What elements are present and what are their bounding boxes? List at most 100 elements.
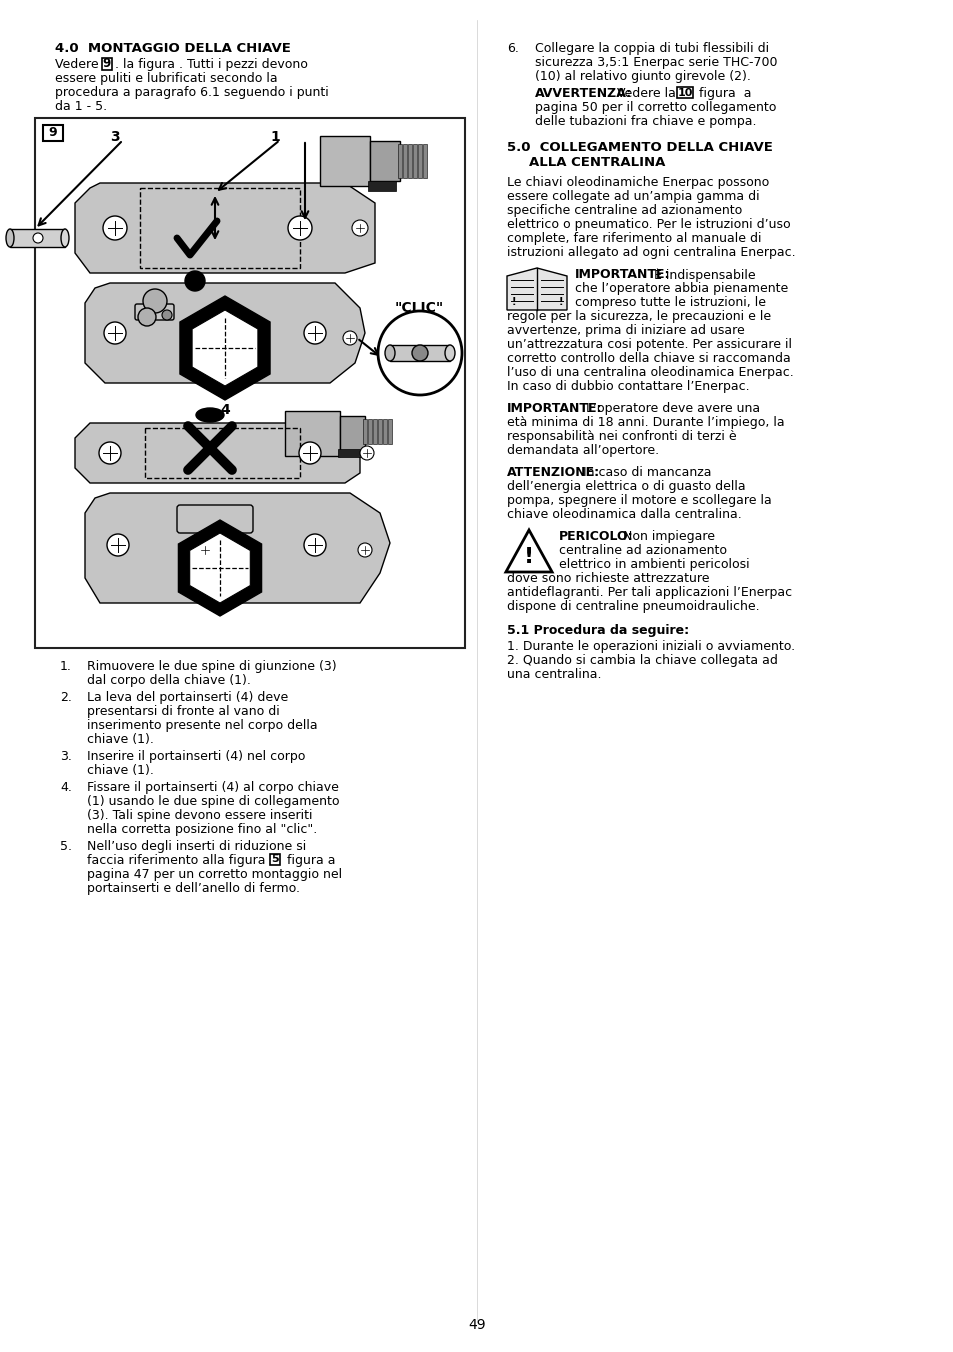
Bar <box>270 854 280 865</box>
Bar <box>413 145 416 178</box>
Text: Inserire il portainserti (4) nel corpo: Inserire il portainserti (4) nel corpo <box>87 750 305 763</box>
Circle shape <box>143 289 167 314</box>
Text: 1. Durante le operazioni iniziali o avviamento.: 1. Durante le operazioni iniziali o avvi… <box>506 639 794 653</box>
Text: procedura a paragrafo 6.1 seguendo i punti: procedura a paragrafo 6.1 seguendo i pun… <box>55 87 329 99</box>
Text: !: ! <box>523 548 534 566</box>
Text: regole per la sicurezza, le precauzioni e le: regole per la sicurezza, le precauzioni … <box>506 310 770 323</box>
Circle shape <box>99 442 121 464</box>
Bar <box>319 137 370 187</box>
Text: (10) al relativo giunto girevole (2).: (10) al relativo giunto girevole (2). <box>535 70 750 82</box>
Circle shape <box>357 544 372 557</box>
Text: !: ! <box>558 297 563 307</box>
Text: faccia riferimento alla figura: faccia riferimento alla figura <box>87 854 269 867</box>
Text: pagina 47 per un corretto montaggio nel: pagina 47 per un corretto montaggio nel <box>87 868 342 882</box>
Text: Vedere: Vedere <box>55 58 103 72</box>
Polygon shape <box>85 493 390 603</box>
Text: "CLIC": "CLIC" <box>395 301 444 315</box>
Bar <box>43 124 63 141</box>
Text: 3.: 3. <box>60 750 71 763</box>
Circle shape <box>138 308 156 326</box>
Text: . la figura . Tutti i pezzi devono: . la figura . Tutti i pezzi devono <box>115 58 308 72</box>
Text: Fissare il portainserti (4) al corpo chiave: Fissare il portainserti (4) al corpo chi… <box>87 781 338 794</box>
Text: pompa, spegnere il motore e scollegare la: pompa, spegnere il motore e scollegare l… <box>506 493 771 507</box>
Text: In caso di dubbio contattare l’Enerpac.: In caso di dubbio contattare l’Enerpac. <box>506 380 749 393</box>
Bar <box>397 145 401 178</box>
Circle shape <box>377 311 461 395</box>
Bar <box>382 419 387 443</box>
Bar <box>285 411 339 456</box>
Bar <box>102 58 112 69</box>
Text: 5.1 Procedura da seguire:: 5.1 Procedura da seguire: <box>506 625 688 637</box>
Text: nella corretta posizione fino al "clic".: nella corretta posizione fino al "clic". <box>87 823 317 836</box>
Bar <box>10 228 65 247</box>
Text: dove sono richieste attrezzature: dove sono richieste attrezzature <box>506 572 709 585</box>
Text: 1: 1 <box>270 130 279 145</box>
Text: età minima di 18 anni. Durante l’impiego, la: età minima di 18 anni. Durante l’impiego… <box>506 416 783 429</box>
Circle shape <box>304 534 326 556</box>
Text: dell’energia elettrica o di guasto della: dell’energia elettrica o di guasto della <box>506 480 745 493</box>
Text: responsabilità nei confronti di terzi è: responsabilità nei confronti di terzi è <box>506 430 736 443</box>
Bar <box>370 141 399 181</box>
Text: sicurezza 3,5:1 Enerpac serie THC-700: sicurezza 3,5:1 Enerpac serie THC-700 <box>535 55 777 69</box>
Text: Le chiavi oleodinamiche Enerpac possono: Le chiavi oleodinamiche Enerpac possono <box>506 176 768 189</box>
Text: elettrico o pneumatico. Per le istruzioni d’uso: elettrico o pneumatico. Per le istruzion… <box>506 218 790 231</box>
Polygon shape <box>192 310 257 387</box>
Text: !: ! <box>512 297 516 307</box>
Text: una centralina.: una centralina. <box>506 668 601 681</box>
Polygon shape <box>75 183 375 273</box>
Polygon shape <box>85 283 365 383</box>
Text: corretto controllo della chiave si raccomanda: corretto controllo della chiave si racco… <box>506 352 790 365</box>
Bar <box>368 181 395 191</box>
Bar <box>140 188 299 268</box>
Bar <box>388 419 392 443</box>
Text: 2.: 2. <box>60 691 71 704</box>
Text: Collegare la coppia di tubi flessibili di: Collegare la coppia di tubi flessibili d… <box>535 42 768 55</box>
Circle shape <box>198 544 212 557</box>
Polygon shape <box>75 423 359 483</box>
Text: istruzioni allegato ad ogni centralina Enerpac.: istruzioni allegato ad ogni centralina E… <box>506 246 795 260</box>
Ellipse shape <box>444 345 455 361</box>
Text: 5: 5 <box>271 854 278 864</box>
Bar <box>145 429 299 479</box>
Text: 49: 49 <box>468 1318 485 1332</box>
Text: delle tubazioni fra chiave e pompa.: delle tubazioni fra chiave e pompa. <box>535 115 756 128</box>
Bar <box>677 87 692 97</box>
Polygon shape <box>178 521 261 617</box>
Ellipse shape <box>6 228 14 247</box>
Text: La leva del portainserti (4) deve: La leva del portainserti (4) deve <box>87 691 288 704</box>
Bar <box>35 118 464 648</box>
Polygon shape <box>180 296 270 400</box>
Text: elettrico in ambienti pericolosi: elettrico in ambienti pericolosi <box>558 558 749 571</box>
Text: complete, fare riferimento al manuale di: complete, fare riferimento al manuale di <box>506 233 760 245</box>
Text: figura  a: figura a <box>695 87 751 100</box>
Text: PERICOLO:: PERICOLO: <box>558 530 633 544</box>
Circle shape <box>107 534 129 556</box>
Text: pagina 50 per il corretto collegamento: pagina 50 per il corretto collegamento <box>535 101 776 114</box>
Text: L’operatore deve avere una: L’operatore deve avere una <box>581 402 760 415</box>
Bar <box>377 419 381 443</box>
Text: 2. Quando si cambia la chiave collegata ad: 2. Quando si cambia la chiave collegata … <box>506 654 777 667</box>
Circle shape <box>359 446 374 460</box>
Text: 9: 9 <box>103 57 111 70</box>
Text: essere collegate ad un’ampia gamma di: essere collegate ad un’ampia gamma di <box>506 191 759 203</box>
Bar <box>373 419 376 443</box>
Bar <box>402 145 407 178</box>
Text: chiave (1).: chiave (1). <box>87 733 153 746</box>
Text: specifiche centraline ad azionamento: specifiche centraline ad azionamento <box>506 204 741 218</box>
Circle shape <box>33 233 43 243</box>
Ellipse shape <box>195 408 224 422</box>
Polygon shape <box>505 530 552 572</box>
Text: ATTENZIONE:: ATTENZIONE: <box>506 466 599 479</box>
Text: Vedere la: Vedere la <box>613 87 679 100</box>
Text: chiave oleodinamica dalla centralina.: chiave oleodinamica dalla centralina. <box>506 508 741 521</box>
Text: 5.0  COLLEGAMENTO DELLA CHIAVE: 5.0 COLLEGAMENTO DELLA CHIAVE <box>506 141 772 154</box>
Text: avvertenze, prima di iniziare ad usare: avvertenze, prima di iniziare ad usare <box>506 324 744 337</box>
Text: Nell’uso degli inserti di riduzione si: Nell’uso degli inserti di riduzione si <box>87 840 306 853</box>
Polygon shape <box>506 268 566 310</box>
Text: centraline ad azionamento: centraline ad azionamento <box>558 544 726 557</box>
Text: 3: 3 <box>110 130 119 145</box>
Text: 1.: 1. <box>60 660 71 673</box>
FancyBboxPatch shape <box>177 506 253 533</box>
Polygon shape <box>190 533 250 603</box>
Text: (1) usando le due spine di collegamento: (1) usando le due spine di collegamento <box>87 795 339 808</box>
